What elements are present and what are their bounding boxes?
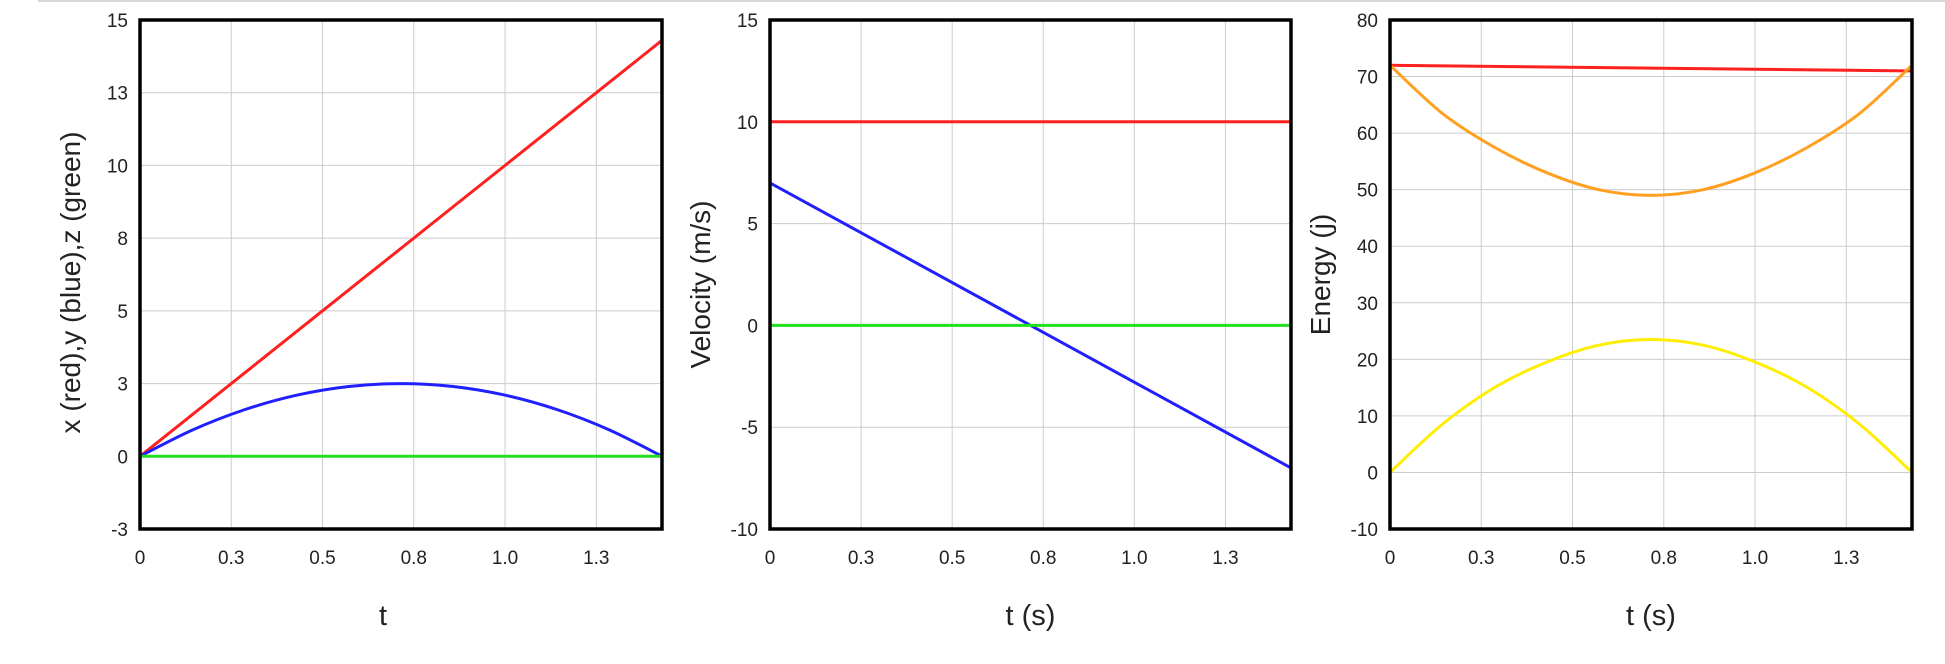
y-tick-label: 20 [1357, 350, 1378, 371]
y-axis-label: x (red),y (blue),z (green) [55, 132, 86, 434]
plot-border [138, 18, 664, 531]
y-axis-label: Energy (j) [1305, 214, 1336, 335]
y-tick-label: 13 [107, 84, 128, 105]
y-tick-label: 10 [737, 113, 758, 134]
y-tick-label: 80 [1357, 11, 1378, 32]
y-tick-label: 8 [117, 229, 128, 250]
x-tick-label: 0.3 [218, 548, 244, 569]
x-tick-label: 0 [1385, 548, 1396, 569]
series-line-2 [1388, 64, 1914, 197]
y-tick-label: -5 [741, 418, 758, 439]
series-line-1 [1389, 63, 1913, 73]
x-tick-label: 0.5 [1559, 548, 1585, 569]
series-line-2 [139, 382, 663, 458]
series-line-1 [139, 39, 663, 458]
y-tick-label: 5 [747, 215, 758, 236]
x-tick-label: 0.8 [1030, 548, 1056, 569]
top-border [38, 0, 1945, 2]
plot-border [768, 18, 1293, 531]
chart-energy: 0 0.3 0.5 0.8 1.0 1.3 -10 0 10 20 30 40 50 60 70 80 t (s… [1305, 11, 1914, 632]
y-tick-label: -3 [111, 520, 128, 541]
x-tick-label: 0.5 [309, 548, 335, 569]
chart-position: 0 0.3 0.5 0.8 1.0 1.3 -3 0 3 5 8 10 13 15 t x (red),y (… [55, 11, 664, 632]
y-tick-label: 70 [1357, 68, 1378, 89]
y-tick-label: 60 [1357, 124, 1378, 145]
plot-border [1388, 18, 1914, 531]
series-line-3 [1388, 338, 1914, 474]
y-tick-label: -10 [731, 520, 758, 541]
x-tick-label: 1.0 [1121, 548, 1147, 569]
x-tick-label: 0.3 [848, 548, 874, 569]
y-tick-label: 15 [107, 11, 128, 32]
y-axis-label: Velocity (m/s) [685, 200, 716, 368]
x-axis-label: t (s) [1006, 600, 1056, 632]
x-tick-label: 0.5 [939, 548, 965, 569]
x-tick-label: 1.0 [1742, 548, 1768, 569]
x-axis-label: t (s) [1626, 600, 1676, 632]
chart-velocity: 0 0.3 0.5 0.8 1.0 1.3 -10 -5 0 5 10 15 t (s) Velocity… [685, 11, 1293, 632]
y-tick-label: 10 [107, 156, 128, 177]
x-tick-label: 1.3 [1833, 548, 1859, 569]
y-tick-label: 0 [1367, 463, 1378, 484]
plot-area [770, 20, 1291, 529]
x-tick-label: 0.8 [401, 548, 427, 569]
x-tick-label: 0 [765, 548, 776, 569]
y-tick-label: 3 [117, 375, 128, 396]
x-tick-label: 1.0 [492, 548, 518, 569]
y-tick-label: 0 [747, 316, 758, 337]
y-tick-label: 10 [1357, 407, 1378, 428]
y-tick-label: 5 [117, 302, 128, 323]
y-tick-label: 30 [1357, 294, 1378, 315]
x-tick-label: 0.8 [1651, 548, 1677, 569]
x-axis-label: t [379, 600, 387, 632]
x-tick-label: 1.3 [583, 548, 609, 569]
y-tick-label: 0 [117, 447, 128, 468]
y-tick-label: 50 [1357, 181, 1378, 202]
y-tick-label: -10 [1351, 520, 1378, 541]
x-tick-label: 1.3 [1212, 548, 1238, 569]
x-tick-label: 0 [135, 548, 146, 569]
y-tick-label: 15 [737, 11, 758, 32]
x-tick-label: 0.3 [1468, 548, 1494, 569]
plot-area [140, 20, 662, 529]
y-tick-label: 40 [1357, 237, 1378, 258]
plot-area [1390, 20, 1912, 529]
